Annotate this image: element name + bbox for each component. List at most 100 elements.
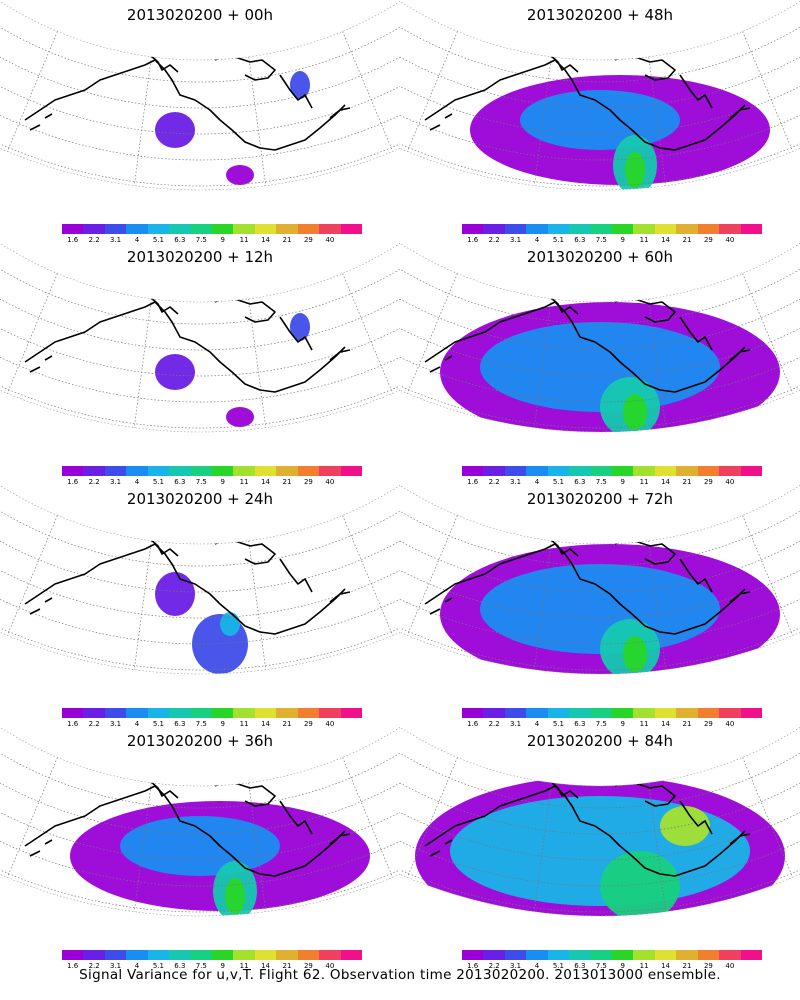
colorbar-swatch (569, 708, 592, 718)
colorbar-swatch (126, 708, 149, 718)
colorbar-label: 2.2 (488, 478, 500, 486)
colorbar-swatch (676, 466, 699, 476)
longitude-gridlines (6, 273, 394, 428)
colorbar-swatch (319, 950, 342, 960)
latitude-gridlines (400, 242, 800, 429)
forecast-panel-grid: 2013020200 + 00h 1.6 2.2 3.1 4 5.1 6.3 7.5 9 11 14… (0, 0, 800, 970)
colorbar-swatch (483, 708, 506, 718)
colorbar-swatch (462, 224, 484, 234)
colorbar-swatch (190, 708, 213, 718)
colorbar-label: 40 (325, 962, 335, 970)
forecast-map (0, 726, 400, 917)
variance-region (155, 354, 195, 390)
colorbar-label: 21 (282, 720, 292, 728)
colorbar-swatch (590, 466, 613, 476)
colorbar-swatch (190, 950, 213, 960)
colorbar-label: 9 (220, 236, 225, 244)
colorbar-swatch (254, 466, 277, 476)
colorbar-label: 40 (325, 478, 335, 486)
colorbar-swatch (612, 950, 634, 960)
colorbar-label: 29 (703, 720, 713, 728)
colorbar-label: 9 (620, 720, 625, 728)
colorbar-label: 7.5 (595, 720, 607, 728)
colorbar-swatch (276, 224, 299, 234)
colorbar-label: 21 (282, 962, 292, 970)
colorbar-swatch (212, 708, 234, 718)
colorbar-label: 1.6 (467, 236, 479, 244)
colorbar-label: 7.5 (195, 962, 207, 970)
colorbar-swatch (526, 224, 549, 234)
variance-region (226, 165, 254, 185)
colorbar-label: 3.1 (109, 962, 122, 970)
colorbar-swatch (590, 950, 613, 960)
panel-title: 2013020200 + 72h (526, 490, 674, 508)
colorbar-swatch (83, 466, 106, 476)
colorbar-label: 40 (325, 236, 335, 244)
forecast-map (400, 0, 800, 191)
colorbar-label: 14 (661, 236, 671, 244)
colorbar-label: 1.6 (67, 962, 79, 970)
colorbar-label: 4 (134, 478, 140, 486)
colorbar-label: 29 (303, 236, 313, 244)
colorbar-swatch (612, 466, 634, 476)
latitude-gridlines (400, 0, 800, 187)
colorbar-label: 3.1 (109, 236, 122, 244)
forecast-panel: 2013020200 + 00h 1.6 2.2 3.1 4 5.1 6.3 7.5 9 11 14… (0, 0, 400, 244)
colorbar-swatch (526, 708, 549, 718)
colorbar-label: 2.2 (488, 236, 500, 244)
colorbar-label: 11 (239, 962, 249, 970)
colorbar-swatch (212, 224, 234, 234)
colorbar-swatch (190, 466, 213, 476)
colorbar-swatch (547, 950, 570, 960)
coastline (424, 296, 751, 393)
colorbar-swatch (462, 708, 484, 718)
colorbar-swatch (126, 950, 149, 960)
colorbar: 1.6 2.2 3.1 4 5.1 6.3 7.5 9 11 14 21 29 40 (462, 224, 763, 244)
latitude-gridlines (0, 0, 400, 187)
colorbar-swatch (276, 950, 299, 960)
colorbar-swatch (719, 708, 742, 718)
panel-title: 2013020200 + 60h (526, 248, 674, 266)
colorbar-swatch (169, 224, 192, 234)
colorbar-swatch (233, 708, 256, 718)
colorbar-swatch (547, 466, 570, 476)
colorbar-label: 7.5 (595, 962, 607, 970)
variance-region (290, 313, 310, 341)
colorbar-label: 6.3 (574, 962, 586, 970)
colorbar-label: 6.3 (174, 962, 186, 970)
colorbar-label: 4 (534, 962, 540, 970)
colorbar-swatch (462, 466, 484, 476)
colorbar-swatch (633, 466, 656, 476)
colorbar-swatch (297, 466, 320, 476)
colorbar-label: 40 (725, 478, 735, 486)
variance-region (226, 407, 254, 427)
colorbar-swatch (612, 708, 634, 718)
colorbar-swatch (297, 708, 320, 718)
colorbar-label: 4 (134, 720, 140, 728)
forecast-panel: 2013020200 + 72h 1.6 2.2 3.1 4 5.1 6.3 7.5 9 11 14… (400, 484, 800, 728)
colorbar-swatch (233, 466, 256, 476)
colorbar-swatch (169, 466, 192, 476)
colorbar-swatch (719, 950, 742, 960)
colorbar-label: 14 (261, 478, 271, 486)
colorbar-label: 11 (639, 720, 649, 728)
variance-region (600, 851, 680, 917)
colorbar-label: 3.1 (509, 236, 522, 244)
colorbar-swatch (504, 708, 527, 718)
colorbar-label: 7.5 (195, 478, 207, 486)
colorbar-label: 29 (303, 962, 313, 970)
colorbar: 1.6 2.2 3.1 4 5.1 6.3 7.5 9 11 14 21 29 40 (462, 950, 763, 970)
variance-region (290, 71, 310, 99)
forecast-map (0, 242, 400, 433)
colorbar-label: 3.1 (509, 962, 522, 970)
colorbar-swatch (212, 466, 234, 476)
colorbar-swatch (633, 224, 656, 234)
colorbar-swatch (319, 224, 342, 234)
colorbar-swatch (526, 950, 549, 960)
colorbar-label: 5.1 (552, 478, 564, 486)
colorbar-swatch (483, 466, 506, 476)
colorbar-label: 3.1 (509, 478, 522, 486)
colorbar-swatch (462, 950, 484, 960)
colorbar-label: 3.1 (509, 720, 522, 728)
colorbar-label: 11 (639, 478, 649, 486)
